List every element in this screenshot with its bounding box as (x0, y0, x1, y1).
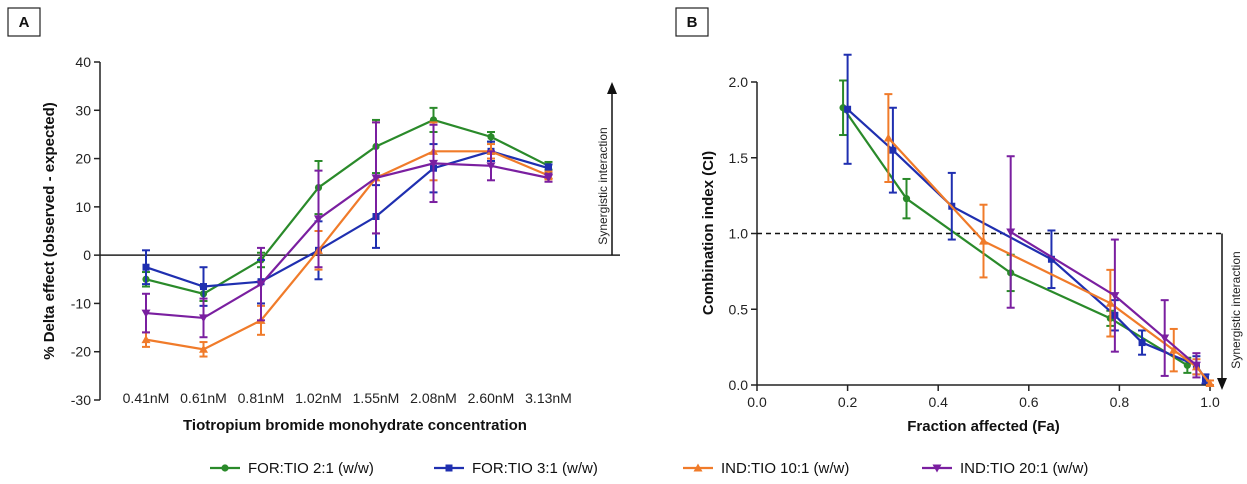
panel-a-y-tick-label: -20 (71, 344, 91, 360)
panel-a-x-category-label: 1.55nM (353, 390, 400, 406)
panel-b-series-line (1010, 231, 1198, 367)
panel-b-x-tick-label: 0.0 (747, 394, 767, 410)
panel-b-data-point (1169, 345, 1179, 354)
panel-a-data-point (142, 263, 150, 271)
legend-label: IND:TIO 10:1 (w/w) (721, 460, 849, 477)
panel-a-series-ind-tio-20-1-w-w (141, 121, 553, 339)
panel-a-synergy-arrow-head (607, 82, 617, 94)
panel-a-series-line (145, 150, 549, 288)
panel-b-data-point (902, 195, 911, 203)
panel-b-y-tick-label: 1.5 (729, 150, 749, 166)
panel-a-series-line (145, 118, 549, 295)
panel-a-x-category-label: 2.60nM (468, 390, 515, 406)
legend-label: FOR:TIO 3:1 (w/w) (472, 460, 598, 477)
panel-b-data-point (889, 146, 897, 154)
panel-b-synergy-arrow-head (1217, 378, 1227, 390)
panel-b-x-axis-title: Fraction affected (Fa) (907, 418, 1060, 435)
panel-a-x-category-label: 1.02nM (295, 390, 342, 406)
legend-swatch-marker (445, 464, 453, 472)
legend-item-for-tio-2-1-w-w: FOR:TIO 2:1 (w/w) (210, 460, 374, 477)
panel-a-data-point (200, 283, 207, 291)
panel-a-data-point (371, 174, 381, 183)
panel-b-data-point (1110, 292, 1120, 301)
panel-b-x-tick-label: 0.8 (1110, 394, 1130, 410)
panel-a-y-tick-label: -30 (71, 392, 91, 408)
panel-b-data-point (844, 105, 852, 113)
panel-a-x-category-label: 0.41nM (123, 390, 170, 406)
panel-b-x-tick-label: 0.6 (1019, 394, 1039, 410)
panel-a-x-axis-title: Tiotropium bromide monohydrate concentra… (183, 417, 527, 434)
panel-a-letter: A (19, 14, 30, 31)
panel-b-x-tick-label: 1.0 (1200, 394, 1220, 410)
panel-b-letter: B (687, 14, 698, 31)
panel-b-y-tick-label: 0.5 (729, 301, 749, 317)
panel-b-chart: 0.0 0.5 1.0 1.5 2.0 0.0 0.2 0.4 0.6 0.8 1.0 Fractio… (700, 53, 1243, 435)
panel-b-data-point (1138, 339, 1146, 347)
panel-a-data-point (545, 164, 552, 172)
panel-b-data-point (1183, 361, 1191, 369)
panel-a-series-line (145, 150, 549, 351)
panel-b-y-tick-label: 1.0 (729, 226, 749, 242)
panel-a-x-category-label: 0.61nM (180, 390, 227, 406)
panel-a-data-point (256, 280, 266, 289)
panel-a-series-line (145, 162, 549, 320)
panel-b-series-ind-tio-20-1-w-w (1006, 155, 1201, 379)
legend-label: IND:TIO 20:1 (w/w) (960, 460, 1088, 477)
panel-b-y-tick-label: 2.0 (729, 74, 749, 90)
legend-swatch-marker (221, 464, 229, 472)
panel-b-y-axis-title: Combination index (CI) (700, 151, 717, 315)
panel-b-synergy-annotation: Synergistic interaction (1229, 251, 1243, 368)
panel-a-data-point (314, 215, 323, 224)
panel-b-y-tick-label: 0.0 (729, 377, 749, 393)
panel-a-y-axis-title: % Delta effect (observed - expected) (41, 102, 58, 360)
panel-a-data-point (429, 159, 438, 168)
panel-b-x-tick-label: 0.2 (838, 394, 858, 410)
legend-swatch-marker (693, 463, 703, 472)
panel-b-series-line (846, 108, 1207, 380)
panel-a-chart: -30 -20 -10 0 10 20 30 40 0.41nM 0.61nM 0.81nM 1.02… (41, 54, 620, 434)
panel-b-data-point (1006, 228, 1016, 237)
legend-swatch-marker (932, 464, 942, 473)
panel-a-x-category-label: 0.81nM (238, 390, 285, 406)
panel-a-data-point (487, 133, 495, 141)
panel-a-y-tick-label: -10 (71, 295, 91, 311)
panel-a-y-tick-label: 20 (75, 151, 91, 167)
panel-a-data-point (199, 314, 208, 323)
panel-a-x-category-label: 3.13nM (525, 390, 572, 406)
panel-a-y-tick-label: 10 (75, 199, 91, 215)
panel-a-letter-box (7, 7, 41, 37)
panel-b-data-point (1047, 255, 1055, 263)
panel-b-data-point (883, 133, 893, 142)
panel-a-data-point (199, 344, 208, 353)
panel-b-data-point (1105, 298, 1115, 307)
legend-label: FOR:TIO 2:1 (w/w) (248, 460, 374, 477)
legend-item-ind-tio-20-1-w-w: IND:TIO 20:1 (w/w) (922, 460, 1088, 477)
panel-a-data-point (486, 162, 496, 171)
panel-b-data-point (979, 236, 988, 245)
panel-a-y-tick-label: 40 (75, 54, 91, 70)
panel-a-data-point (544, 174, 553, 183)
panel-a-data-point (141, 309, 151, 318)
panel-b-letter-box (675, 7, 709, 37)
legend: FOR:TIO 2:1 (w/w) FOR:TIO 3:1 (w/w) IND:TI… (210, 460, 1088, 477)
panel-b-series-for-tio-3-1-w-w (843, 53, 1210, 385)
panel-b-data-point (1205, 378, 1215, 387)
panel-a-data-point (141, 335, 151, 344)
panel-b-x-tick-label: 0.4 (928, 394, 948, 410)
legend-item-for-tio-3-1-w-w: FOR:TIO 3:1 (w/w) (434, 460, 598, 477)
panel-b-data-point (1191, 361, 1201, 370)
panel-a-x-category-label: 2.08nM (410, 390, 457, 406)
panel-a-y-tick-label: 30 (75, 102, 91, 118)
panel-b-data-point (1160, 334, 1170, 343)
legend-item-ind-tio-10-1-w-w: IND:TIO 10:1 (w/w) (683, 460, 849, 477)
panel-a-y-tick-label: 0 (83, 247, 91, 263)
panel-a-synergy-annotation: Synergistic interaction (596, 127, 610, 244)
